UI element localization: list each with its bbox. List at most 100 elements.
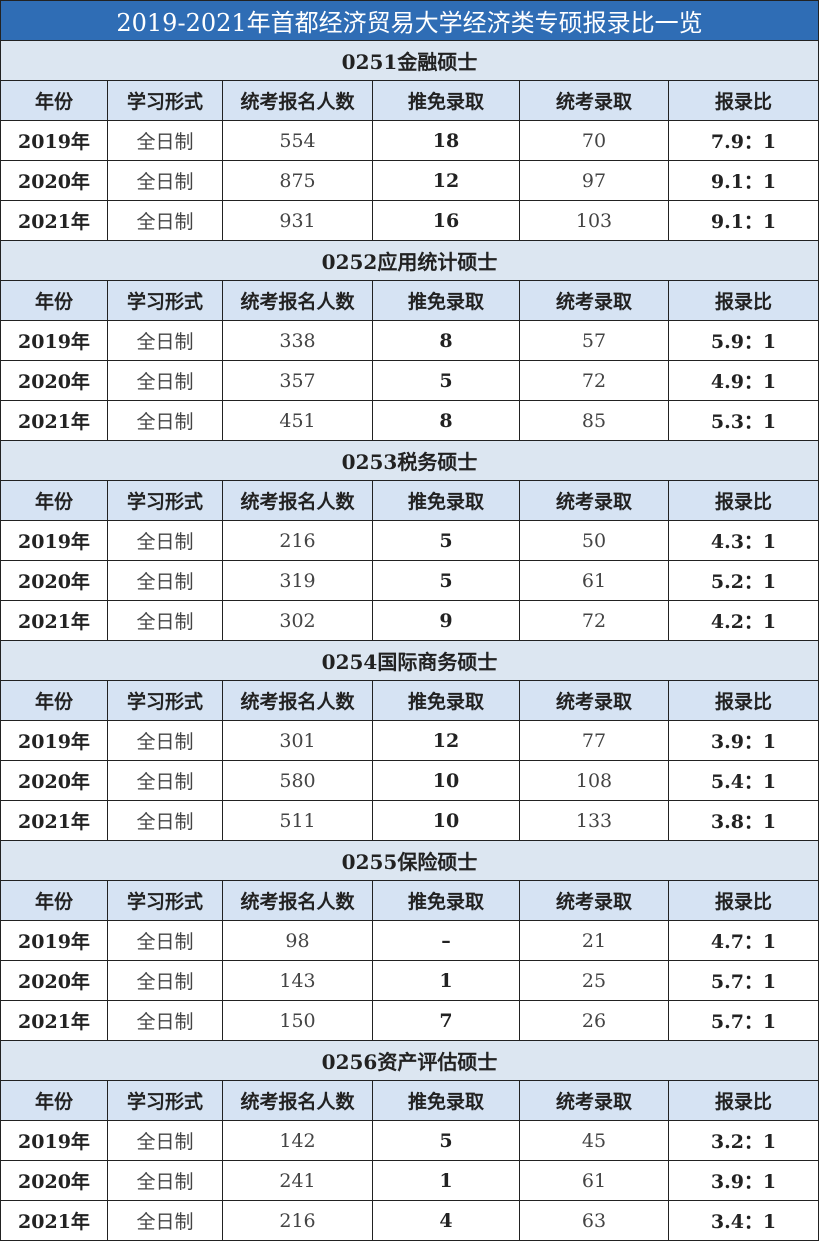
cell-applicants: 338 bbox=[222, 320, 373, 361]
section-header: 0252应用统计硕士 bbox=[0, 240, 819, 281]
section-header: 0254国际商务硕士 bbox=[0, 640, 819, 681]
cell-ratio: 5.2：1 bbox=[667, 560, 819, 601]
cell-exam-admits: 72 bbox=[519, 360, 669, 401]
cell-study-mode: 全日制 bbox=[107, 1120, 223, 1161]
cell-applicants: 931 bbox=[222, 200, 373, 241]
table-row: 2020年 全日制 143 1 25 5.7：1 bbox=[0, 960, 819, 1001]
cell-applicants: 875 bbox=[222, 160, 373, 201]
column-header-ratio: 报录比 bbox=[667, 880, 819, 921]
cell-applicants: 216 bbox=[222, 1200, 373, 1241]
column-header-recommended-admits: 推免录取 bbox=[372, 880, 520, 921]
cell-exam-admits: 108 bbox=[519, 760, 669, 801]
cell-ratio: 3.9：1 bbox=[667, 720, 819, 761]
cell-study-mode: 全日制 bbox=[107, 960, 223, 1001]
cell-study-mode: 全日制 bbox=[107, 1160, 223, 1201]
cell-exam-admits: 133 bbox=[519, 800, 669, 841]
page-title: 2019-2021年首都经济贸易大学经济类专硕报录比一览 bbox=[0, 0, 819, 41]
column-header-exam-admits: 统考录取 bbox=[519, 480, 669, 521]
column-header-applicants: 统考报名人数 bbox=[222, 680, 373, 721]
cell-year: 2020年 bbox=[0, 760, 108, 801]
column-header-row: 年份 学习形式 统考报名人数 推免录取 统考录取 报录比 bbox=[0, 80, 819, 121]
cell-applicants: 511 bbox=[222, 800, 373, 841]
cell-exam-admits: 21 bbox=[519, 920, 669, 961]
cell-applicants: 319 bbox=[222, 560, 373, 601]
cell-study-mode: 全日制 bbox=[107, 800, 223, 841]
cell-recommended-admits: 5 bbox=[372, 560, 520, 601]
cell-ratio: 9.1：1 bbox=[667, 200, 819, 241]
cell-recommended-admits: 1 bbox=[372, 1160, 520, 1201]
column-header-recommended-admits: 推免录取 bbox=[372, 680, 520, 721]
cell-recommended-admits: 4 bbox=[372, 1200, 520, 1241]
cell-recommended-admits: 18 bbox=[372, 120, 520, 161]
column-header-year: 年份 bbox=[0, 880, 108, 921]
cell-applicants: 150 bbox=[222, 1000, 373, 1041]
cell-recommended-admits: 9 bbox=[372, 600, 520, 641]
column-header-applicants: 统考报名人数 bbox=[222, 880, 373, 921]
cell-study-mode: 全日制 bbox=[107, 1000, 223, 1041]
cell-applicants: 143 bbox=[222, 960, 373, 1001]
cell-study-mode: 全日制 bbox=[107, 760, 223, 801]
cell-recommended-admits: 7 bbox=[372, 1000, 520, 1041]
table-row: 2019年 全日制 142 5 45 3.2：1 bbox=[0, 1120, 819, 1161]
column-header-row: 年份 学习形式 统考报名人数 推免录取 统考录取 报录比 bbox=[0, 880, 819, 921]
column-header-row: 年份 学习形式 统考报名人数 推免录取 统考录取 报录比 bbox=[0, 1080, 819, 1121]
table-row: 2021年 全日制 451 8 85 5.3：1 bbox=[0, 400, 819, 441]
table-row: 2020年 全日制 875 12 97 9.1：1 bbox=[0, 160, 819, 201]
cell-exam-admits: 85 bbox=[519, 400, 669, 441]
cell-recommended-admits: 5 bbox=[372, 520, 520, 561]
table-row: 2021年 全日制 931 16 103 9.1：1 bbox=[0, 200, 819, 241]
cell-exam-admits: 103 bbox=[519, 200, 669, 241]
column-header-exam-admits: 统考录取 bbox=[519, 680, 669, 721]
cell-recommended-admits: 16 bbox=[372, 200, 520, 241]
column-header-row: 年份 学习形式 统考报名人数 推免录取 统考录取 报录比 bbox=[0, 680, 819, 721]
cell-ratio: 5.7：1 bbox=[667, 960, 819, 1001]
cell-year: 2020年 bbox=[0, 160, 108, 201]
cell-study-mode: 全日制 bbox=[107, 400, 223, 441]
cell-recommended-admits: 10 bbox=[372, 800, 520, 841]
cell-exam-admits: 63 bbox=[519, 1200, 669, 1241]
cell-applicants: 142 bbox=[222, 1120, 373, 1161]
cell-ratio: 4.2：1 bbox=[667, 600, 819, 641]
cell-study-mode: 全日制 bbox=[107, 1200, 223, 1241]
section-title: 0253税务硕士 bbox=[0, 440, 819, 481]
cell-year: 2020年 bbox=[0, 960, 108, 1001]
table-row: 2021年 全日制 302 9 72 4.2：1 bbox=[0, 600, 819, 641]
cell-year: 2019年 bbox=[0, 1120, 108, 1161]
cell-year: 2021年 bbox=[0, 1200, 108, 1241]
cell-study-mode: 全日制 bbox=[107, 560, 223, 601]
column-header-study-mode: 学习形式 bbox=[107, 680, 223, 721]
column-header-year: 年份 bbox=[0, 680, 108, 721]
column-header-ratio: 报录比 bbox=[667, 280, 819, 321]
cell-applicants: 580 bbox=[222, 760, 373, 801]
column-header-ratio: 报录比 bbox=[667, 80, 819, 121]
column-header-exam-admits: 统考录取 bbox=[519, 1080, 669, 1121]
cell-applicants: 98 bbox=[222, 920, 373, 961]
cell-recommended-admits: 12 bbox=[372, 720, 520, 761]
cell-study-mode: 全日制 bbox=[107, 600, 223, 641]
cell-ratio: 5.4：1 bbox=[667, 760, 819, 801]
cell-recommended-admits: 5 bbox=[372, 360, 520, 401]
cell-recommended-admits: 8 bbox=[372, 320, 520, 361]
column-header-exam-admits: 统考录取 bbox=[519, 880, 669, 921]
cell-study-mode: 全日制 bbox=[107, 720, 223, 761]
cell-exam-admits: 57 bbox=[519, 320, 669, 361]
cell-exam-admits: 77 bbox=[519, 720, 669, 761]
cell-year: 2020年 bbox=[0, 560, 108, 601]
table-row: 2019年 全日制 98–21 4.7：1 bbox=[0, 920, 819, 961]
table-row: 2021年 全日制 216 4 63 3.4：1 bbox=[0, 1200, 819, 1241]
column-header-ratio: 报录比 bbox=[667, 1080, 819, 1121]
cell-exam-admits: 45 bbox=[519, 1120, 669, 1161]
cell-study-mode: 全日制 bbox=[107, 320, 223, 361]
cell-ratio: 4.3：1 bbox=[667, 520, 819, 561]
cell-recommended-admits: 1 bbox=[372, 960, 520, 1001]
table-row: 2019年 全日制 554 18 70 7.9：1 bbox=[0, 120, 819, 161]
cell-ratio: 9.1：1 bbox=[667, 160, 819, 201]
column-header-study-mode: 学习形式 bbox=[107, 1080, 223, 1121]
column-header-row: 年份 学习形式 统考报名人数 推免录取 统考录取 报录比 bbox=[0, 280, 819, 321]
column-header-row: 年份 学习形式 统考报名人数 推免录取 统考录取 报录比 bbox=[0, 480, 819, 521]
column-header-exam-admits: 统考录取 bbox=[519, 280, 669, 321]
cell-ratio: 5.3：1 bbox=[667, 400, 819, 441]
table-row: 2019年 全日制 216 5 50 4.3：1 bbox=[0, 520, 819, 561]
section-title: 0255保险硕士 bbox=[0, 840, 819, 881]
